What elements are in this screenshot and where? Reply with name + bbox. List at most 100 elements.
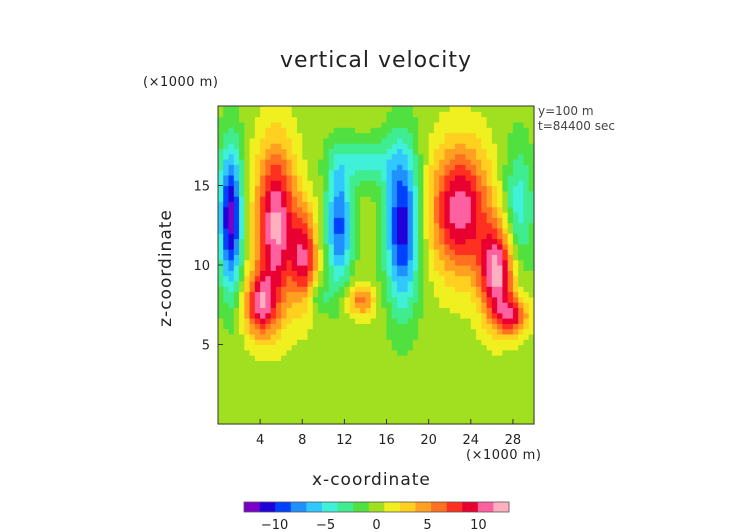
field-cell <box>265 217 272 224</box>
field-cell <box>502 132 509 139</box>
field-cell <box>470 376 477 383</box>
field-cell <box>291 233 298 240</box>
field-cell <box>428 164 435 171</box>
field-cell <box>333 323 340 330</box>
field-cell <box>265 339 272 346</box>
field-cell <box>302 371 309 377</box>
field-cell <box>507 227 514 234</box>
field-cell <box>433 270 440 277</box>
field-cell <box>507 280 514 287</box>
field-cell <box>281 413 288 420</box>
field-cell <box>381 360 388 367</box>
field-cell <box>407 206 414 213</box>
field-cell <box>275 259 282 266</box>
field-cell <box>370 127 377 134</box>
field-cell <box>354 312 361 319</box>
field-cell <box>528 159 535 165</box>
field-cell <box>239 397 245 404</box>
field-cell <box>433 376 440 383</box>
field-cell <box>323 212 330 218</box>
field-cell <box>244 206 251 213</box>
field-cell <box>418 249 424 255</box>
field-cell <box>370 201 377 208</box>
field-cell <box>339 280 345 287</box>
field-cell <box>465 392 472 399</box>
field-cell <box>523 143 530 149</box>
field-cell <box>386 190 393 197</box>
field-cell <box>402 169 409 176</box>
field-cell <box>386 286 393 293</box>
field-cell <box>407 349 414 356</box>
field-cell <box>307 408 314 414</box>
field-cell <box>512 196 519 202</box>
field-cell <box>486 312 493 319</box>
field-cell <box>449 254 456 261</box>
field-cell <box>249 212 256 218</box>
field-cell <box>523 349 530 356</box>
field-cell <box>512 164 519 171</box>
field-cell <box>518 408 525 414</box>
field-cell <box>444 169 451 176</box>
field-cell <box>528 371 535 377</box>
field-cell <box>228 339 235 346</box>
field-cell <box>244 333 251 340</box>
field-cell <box>402 397 409 404</box>
field-cell <box>286 265 293 271</box>
field-cell <box>433 275 440 282</box>
field-cell <box>307 270 314 277</box>
field-cell <box>418 365 424 372</box>
field-cell <box>412 296 419 303</box>
field-cell <box>497 328 503 335</box>
field-cell <box>239 153 245 160</box>
field-cell <box>502 275 509 282</box>
field-cell <box>449 148 456 155</box>
field-cell <box>254 243 261 250</box>
field-cell <box>239 360 245 367</box>
field-cell <box>402 222 409 229</box>
field-cell <box>386 376 393 383</box>
field-cell <box>523 169 530 176</box>
field-cell <box>281 169 288 176</box>
field-cell <box>323 312 330 319</box>
field-cell <box>249 270 256 277</box>
field-cell <box>402 355 409 361</box>
field-cell <box>239 106 245 112</box>
field-cell <box>254 116 261 123</box>
field-cell <box>528 116 535 123</box>
field-cell <box>433 392 440 399</box>
field-cell <box>233 381 240 388</box>
field-cell <box>265 307 272 314</box>
field-cell <box>354 174 361 181</box>
field-cell <box>460 397 467 404</box>
field-cell <box>297 174 303 181</box>
field-cell <box>386 302 393 308</box>
field-cell <box>286 180 293 187</box>
field-cell <box>528 238 535 245</box>
field-cell <box>423 265 430 271</box>
field-cell <box>223 397 230 404</box>
field-cell <box>265 153 272 160</box>
field-cell <box>449 307 456 314</box>
field-cell <box>512 307 519 314</box>
field-cell <box>354 196 361 202</box>
field-cell <box>249 376 256 383</box>
field-cell <box>486 190 493 197</box>
field-cell <box>233 153 240 160</box>
field-cell <box>507 132 514 139</box>
field-cell <box>312 413 319 420</box>
field-cell <box>507 328 514 335</box>
field-cell <box>291 280 298 287</box>
field-cell <box>223 143 230 149</box>
field-cell <box>449 180 456 187</box>
field-cell <box>302 243 309 250</box>
field-cell <box>223 180 230 187</box>
field-cell <box>381 312 388 319</box>
field-cell <box>307 302 314 308</box>
field-cell <box>307 196 314 202</box>
field-cell <box>307 397 314 404</box>
field-cell <box>328 344 335 351</box>
field-cell <box>349 143 356 149</box>
field-cell <box>423 392 430 399</box>
field-cell <box>481 328 488 335</box>
field-cell <box>397 333 403 340</box>
